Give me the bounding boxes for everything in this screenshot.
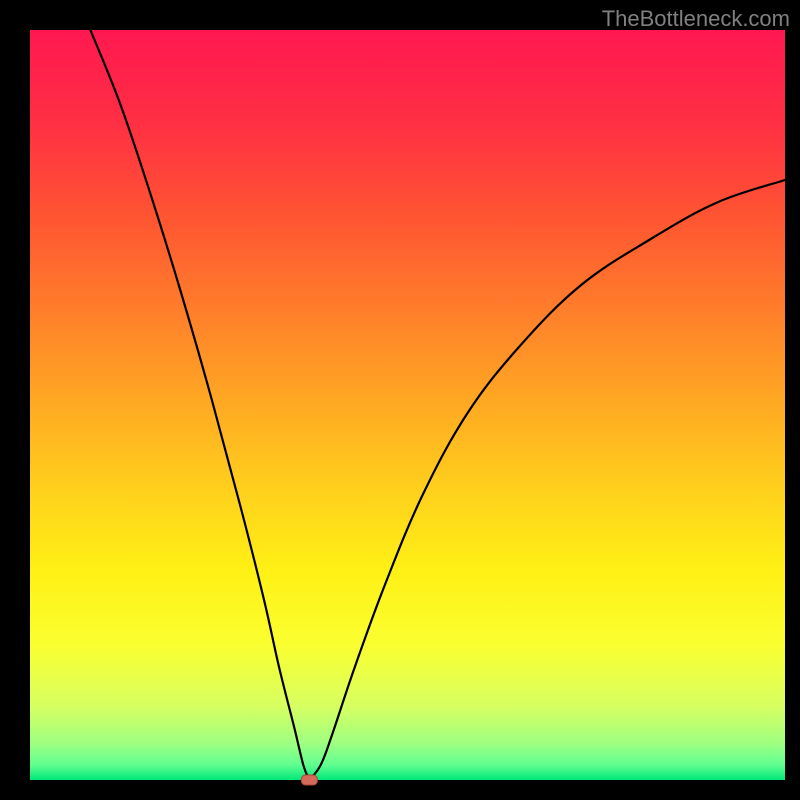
bottleneck-chart: TheBottleneck.com — [0, 0, 800, 800]
chart-svg — [0, 0, 800, 800]
minimum-marker — [301, 775, 317, 785]
plot-background — [30, 30, 785, 780]
watermark-text: TheBottleneck.com — [602, 6, 790, 32]
